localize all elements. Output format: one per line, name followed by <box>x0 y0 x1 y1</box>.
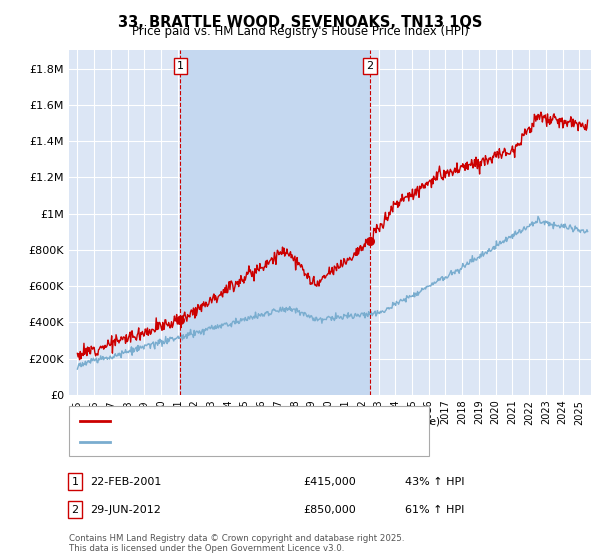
Text: Price paid vs. HM Land Registry's House Price Index (HPI): Price paid vs. HM Land Registry's House … <box>131 25 469 38</box>
Text: 22-FEB-2001: 22-FEB-2001 <box>90 477 161 487</box>
Text: 2: 2 <box>71 505 79 515</box>
Text: 43% ↑ HPI: 43% ↑ HPI <box>405 477 464 487</box>
Text: 1: 1 <box>177 61 184 71</box>
Bar <box>180 50 370 395</box>
Text: £415,000: £415,000 <box>303 477 356 487</box>
Text: 2: 2 <box>367 61 374 71</box>
Text: Contains HM Land Registry data © Crown copyright and database right 2025.
This d: Contains HM Land Registry data © Crown c… <box>69 534 404 553</box>
Text: HPI: Average price, detached house, Sevenoaks: HPI: Average price, detached house, Seve… <box>114 437 364 447</box>
Text: 61% ↑ HPI: 61% ↑ HPI <box>405 505 464 515</box>
Text: 33, BRATTLE WOOD, SEVENOAKS, TN13 1QS (detached house): 33, BRATTLE WOOD, SEVENOAKS, TN13 1QS (d… <box>114 416 440 426</box>
Text: 1: 1 <box>71 477 79 487</box>
Text: 33, BRATTLE WOOD, SEVENOAKS, TN13 1QS: 33, BRATTLE WOOD, SEVENOAKS, TN13 1QS <box>118 15 482 30</box>
Text: 29-JUN-2012: 29-JUN-2012 <box>90 505 161 515</box>
Text: £850,000: £850,000 <box>303 505 356 515</box>
